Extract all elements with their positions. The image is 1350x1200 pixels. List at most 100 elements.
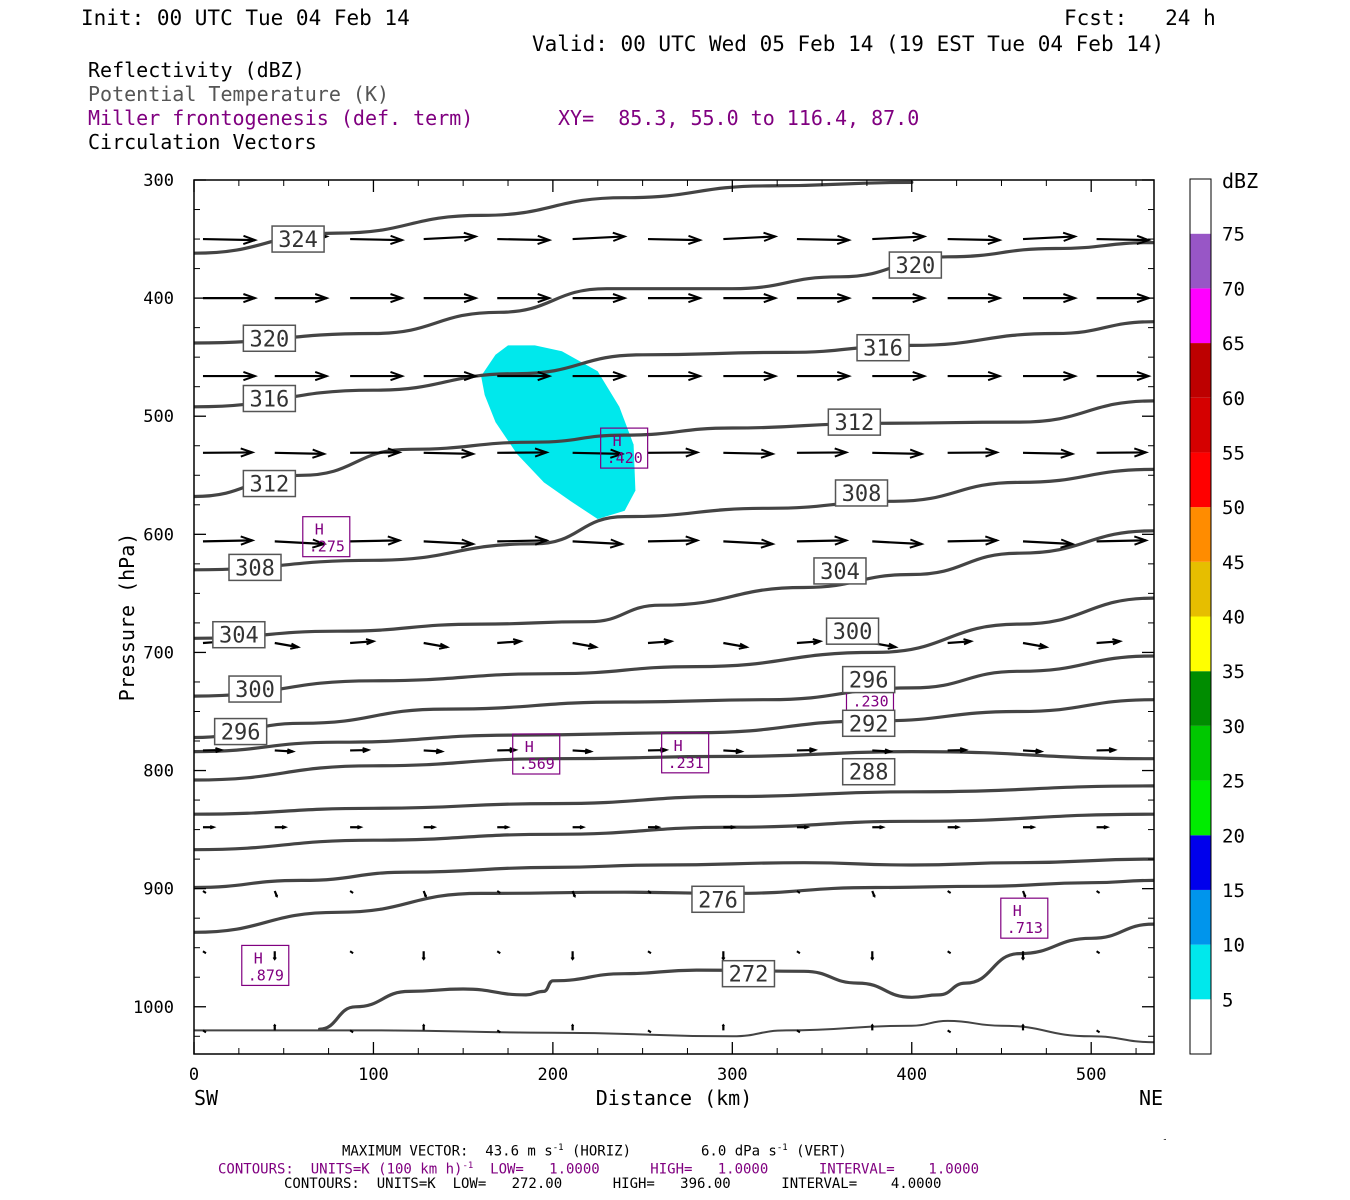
theta-label-box	[841, 757, 896, 786]
vector-head	[688, 293, 704, 304]
y-axis-label: Pressure (hPa)	[115, 533, 139, 702]
vector-arrow	[202, 747, 225, 754]
vector-arrow	[796, 447, 850, 458]
theta-contour	[194, 467, 1154, 572]
theta-label: 272	[721, 959, 776, 988]
colorbar-segment	[1190, 671, 1211, 726]
miller-max: H.231	[661, 732, 710, 774]
vector-arrow	[497, 638, 524, 646]
vector-head	[430, 825, 438, 830]
vector-shaft	[1022, 540, 1073, 546]
vector-arrow	[1023, 293, 1079, 304]
vector-arrow	[350, 234, 406, 246]
vector-arrow	[571, 890, 576, 898]
vector-arrow	[350, 638, 377, 646]
vector-arrow	[421, 951, 426, 961]
miller-max-h: H	[315, 521, 324, 539]
vector-head	[1035, 748, 1045, 755]
theta-label-text: 276	[698, 888, 738, 913]
vector-shaft	[202, 237, 255, 242]
vector-head	[763, 231, 779, 242]
theta-contours	[194, 180, 1154, 1044]
vector-arrow	[350, 535, 403, 546]
x-tick-label: 300	[717, 1065, 748, 1085]
vector-head	[1133, 535, 1149, 546]
vector-shaft	[647, 640, 672, 645]
theta-contour-info: CONTOURS: UNITS=K LOW= 272.00 HIGH= 396.…	[284, 1176, 942, 1192]
vector-arrow	[1096, 370, 1152, 382]
vector-head	[423, 894, 427, 898]
vector-head	[987, 234, 1003, 246]
colorbar-segment	[1190, 944, 1211, 1000]
colorbar-tick-label: 30	[1222, 716, 1245, 738]
vector-arrow	[647, 747, 670, 754]
vector-arrow	[1021, 1023, 1025, 1031]
colorbar-tick-label: 65	[1222, 333, 1245, 355]
vector-arrow	[497, 293, 553, 304]
field-circulation-vectors: Circulation Vectors	[88, 130, 317, 154]
vector-arrow	[723, 538, 776, 549]
vector-arrow	[947, 535, 1000, 546]
vector-arrow	[870, 951, 875, 961]
vector-arrow	[647, 890, 652, 894]
colorbar-tick-label: 70	[1222, 278, 1245, 300]
miller-max-value: .231	[668, 754, 704, 772]
vector-head	[954, 825, 961, 830]
valid-time: Valid: 00 UTC Wed 05 Feb 14 (19 EST Tue …	[532, 32, 1165, 56]
vector-shaft	[947, 640, 972, 645]
vector-head	[274, 894, 278, 898]
vector-head	[887, 642, 899, 650]
miller-max-value: .420	[607, 449, 643, 467]
vector-head	[314, 293, 330, 304]
colorbar-segment	[1190, 179, 1211, 234]
vector-head	[587, 642, 599, 650]
vector-head	[463, 370, 479, 382]
miller-contour-info: CONTOURS: UNITS=K (100 km h)-1 LOW= 1.00…	[218, 1161, 980, 1178]
miller-max-h: H	[254, 949, 263, 967]
vector-shaft	[274, 641, 299, 649]
vector-arrow	[349, 1029, 354, 1034]
vector-arrow	[947, 638, 974, 646]
vector-arrow	[947, 890, 952, 894]
vector-head	[215, 747, 225, 754]
vector-head	[803, 825, 811, 830]
y-tick-label: 900	[143, 880, 174, 900]
vector-shaft	[274, 451, 325, 455]
theta-contour	[194, 596, 1154, 698]
vector-head	[812, 638, 824, 646]
vector-head	[612, 293, 628, 304]
theta-label-box	[271, 225, 325, 253]
theta-contour	[318, 922, 1154, 1031]
vector-head	[660, 747, 670, 754]
theta-contour	[194, 1019, 1154, 1044]
theta-label: 296	[841, 665, 896, 694]
vector-arrow	[496, 1029, 501, 1034]
vector-arrow	[273, 1023, 277, 1031]
vector-head	[390, 293, 406, 304]
vector-head	[570, 1023, 575, 1027]
x-tick-label: 400	[896, 1065, 927, 1085]
vector-shaft	[872, 235, 925, 241]
colorbar-segment	[1190, 889, 1211, 945]
vector-arrow	[1021, 890, 1027, 898]
vector-arrow	[423, 825, 438, 830]
plot-frame	[193, 179, 1155, 1055]
vector-shaft	[202, 539, 253, 543]
vector-head	[243, 370, 258, 382]
vector-head	[609, 538, 625, 549]
theta-label-text: 312	[834, 411, 874, 436]
miller-max: H.713	[1000, 897, 1049, 939]
vector-head	[909, 448, 925, 459]
miller-max: H.879	[241, 944, 290, 987]
vector-arrow	[647, 293, 704, 304]
theta-label-box	[242, 384, 297, 413]
vector-head	[809, 747, 819, 754]
theta-label: 296	[213, 717, 268, 746]
colorbar-tick-label: 40	[1222, 607, 1245, 629]
y-tick-label: 600	[143, 525, 174, 545]
vector-arrow	[647, 1029, 652, 1034]
theta-label-text: 300	[833, 620, 873, 645]
colorbar-tick-label: 25	[1222, 771, 1245, 793]
vector-arrow	[1096, 234, 1152, 246]
vector-head	[537, 293, 553, 304]
